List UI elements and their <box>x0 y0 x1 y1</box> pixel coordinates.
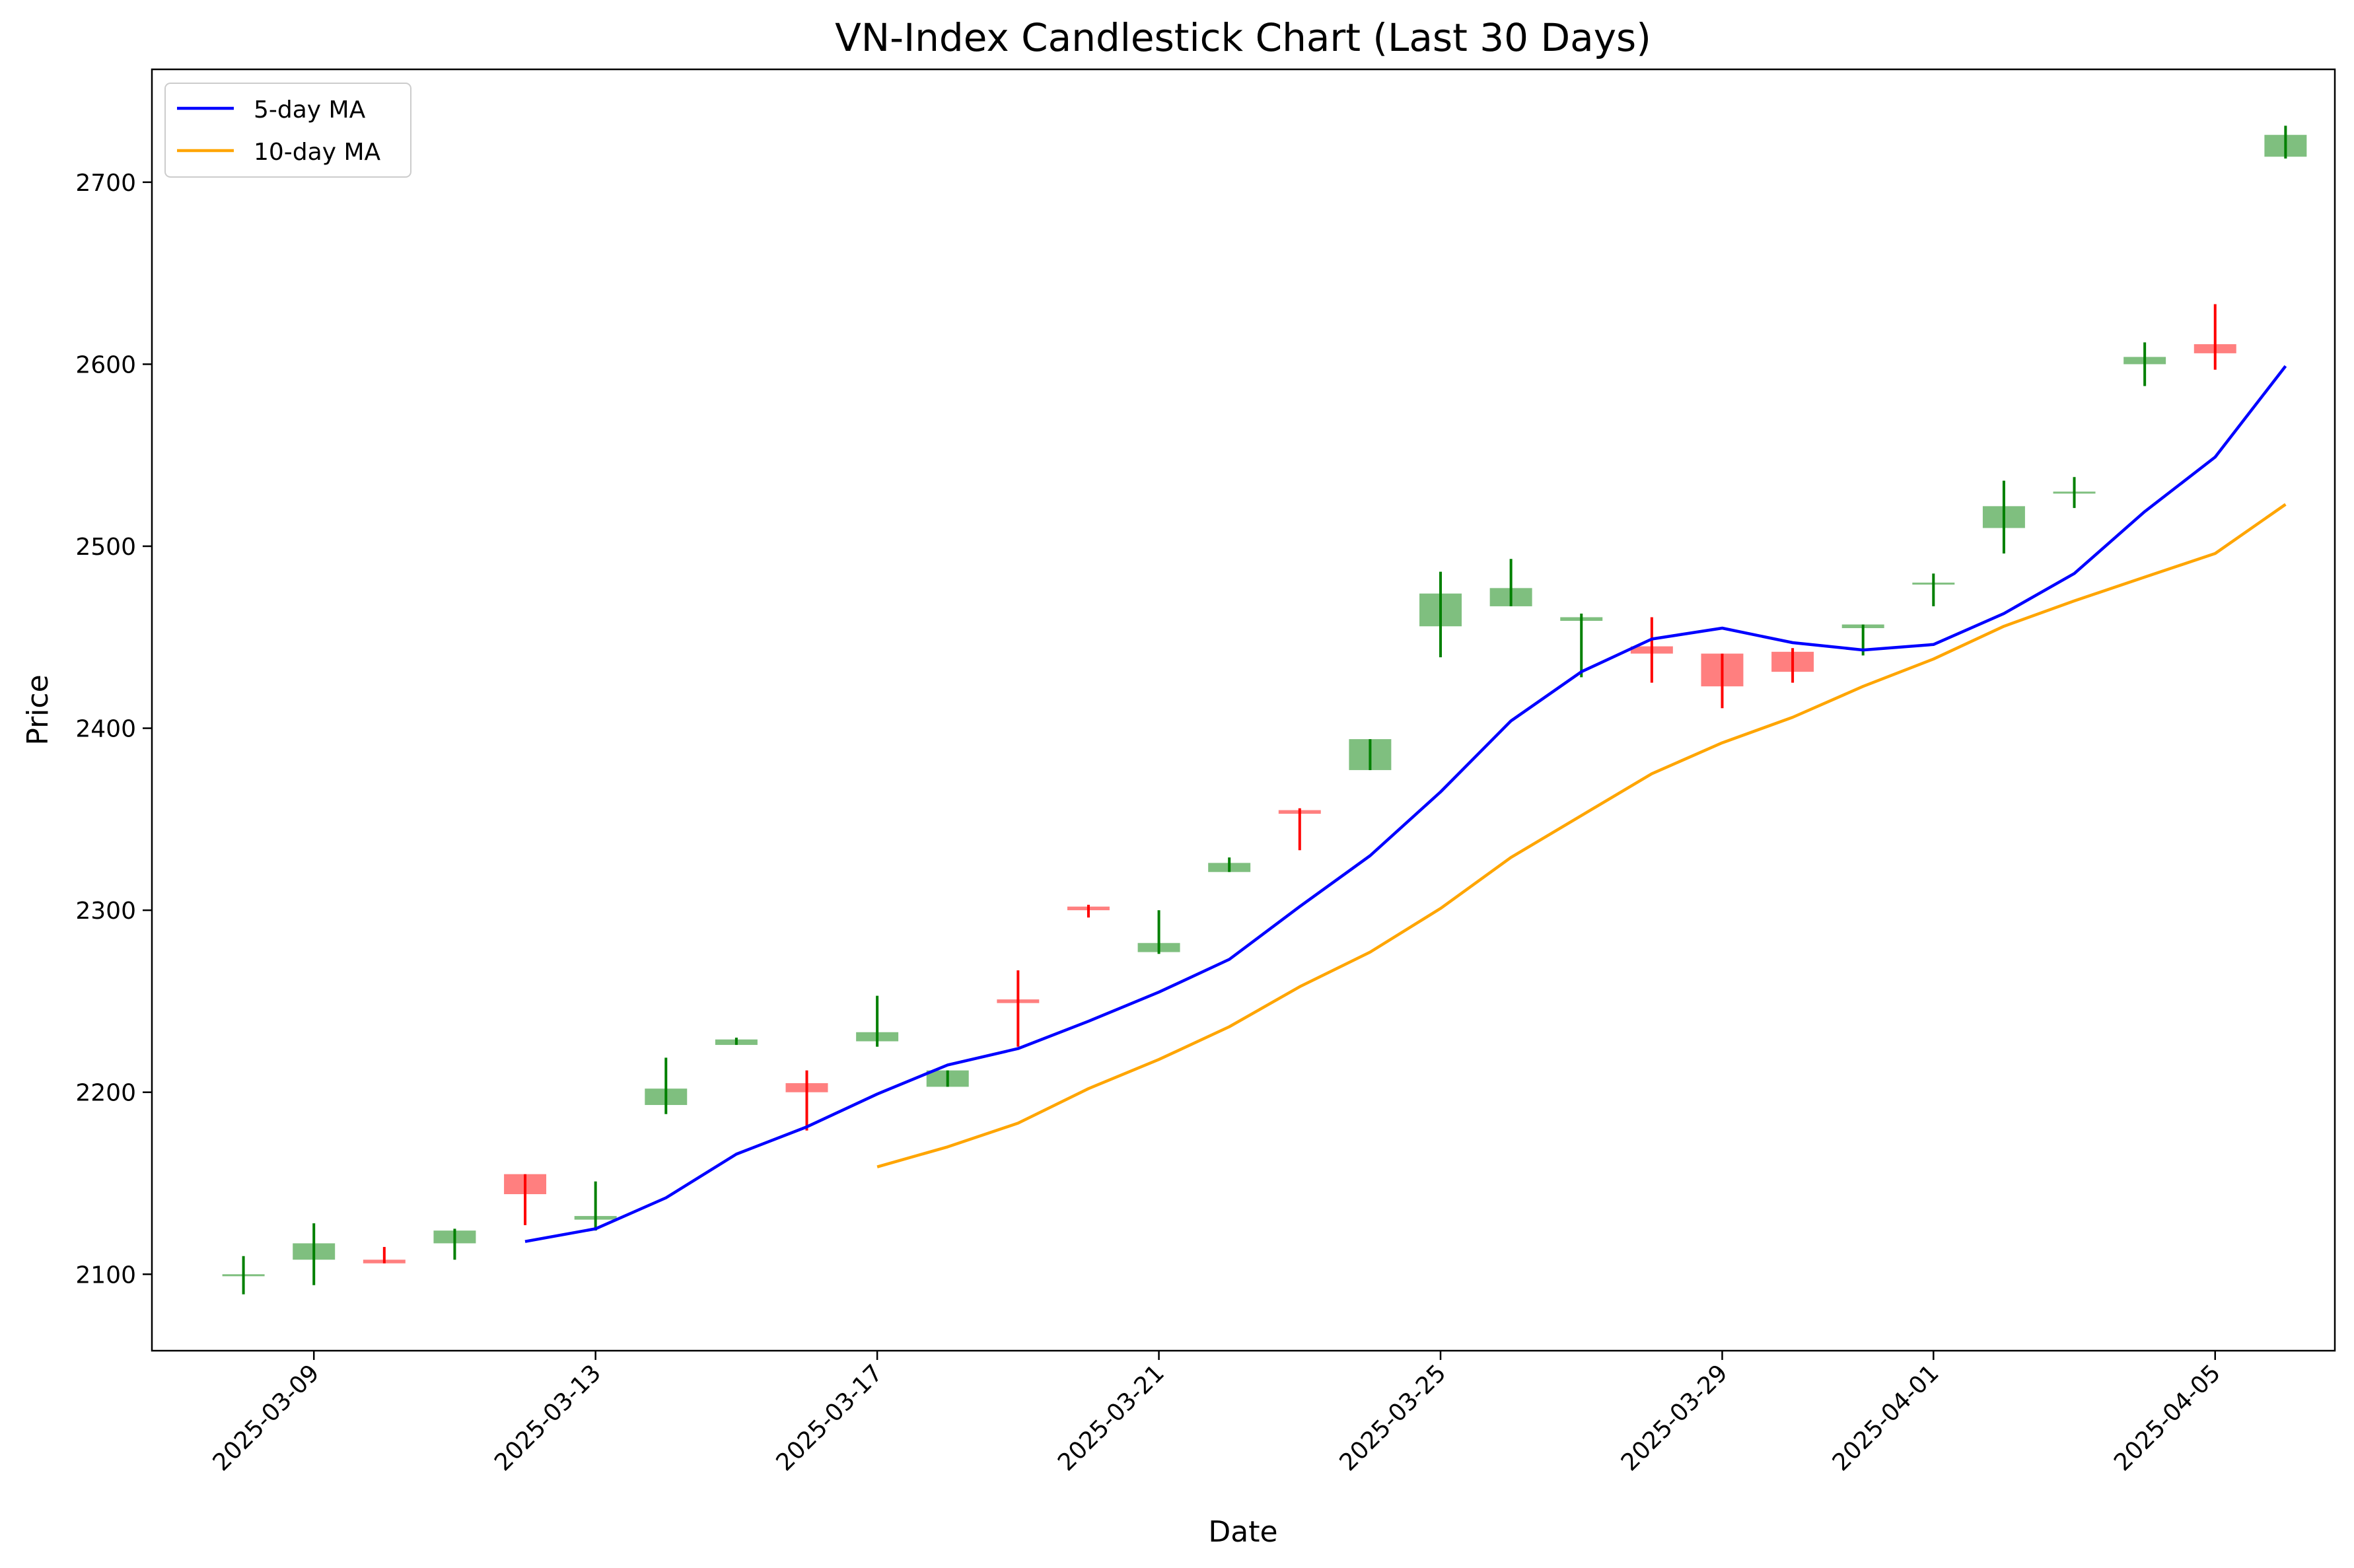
candle <box>574 1181 617 1231</box>
legend-box <box>164 83 411 178</box>
y-tick-label: 2400 <box>75 716 136 743</box>
candle <box>1278 808 1321 851</box>
legend: 5-day MA 10-day MA <box>164 83 411 178</box>
candle-body <box>574 1216 617 1220</box>
candle <box>1982 480 2025 554</box>
candle-body <box>1419 593 1462 627</box>
series-line-5-day-ma <box>524 365 2287 1243</box>
candle-body <box>1912 583 1955 585</box>
candle-body <box>785 1083 828 1092</box>
candle <box>856 995 899 1047</box>
candle-body <box>715 1039 758 1046</box>
candle <box>433 1229 476 1260</box>
candle-body <box>645 1088 688 1105</box>
candle <box>2194 304 2236 370</box>
candle-body <box>1208 863 1251 873</box>
candle <box>1771 648 1814 683</box>
y-tick-label: 2200 <box>75 1080 136 1107</box>
candle-body <box>293 1243 336 1260</box>
candle-body <box>2123 357 2166 365</box>
candle <box>1630 617 1673 683</box>
candles-layer <box>222 125 2307 1295</box>
candle-body <box>1067 906 1110 911</box>
candle <box>1067 904 1110 918</box>
candle-body <box>2264 135 2307 157</box>
candle <box>1560 613 1603 678</box>
moving-average-lines <box>524 365 2287 1243</box>
candle-body <box>1771 651 1814 672</box>
candle <box>2123 342 2166 386</box>
candle <box>926 1070 969 1087</box>
plot-background <box>152 69 2335 1351</box>
y-tick-label: 2300 <box>75 898 136 925</box>
candle <box>363 1246 406 1264</box>
y-tick-label: 2100 <box>75 1262 136 1289</box>
candle-body <box>926 1070 969 1087</box>
candle <box>1701 653 1744 709</box>
candle-body <box>2194 344 2236 353</box>
candle <box>645 1057 688 1114</box>
candle <box>1137 910 1180 954</box>
plot-frame <box>151 68 2336 1352</box>
candle-body <box>1349 739 1392 770</box>
plot-area <box>151 68 2336 1352</box>
candle <box>222 1256 265 1295</box>
candle <box>1208 857 1251 873</box>
candle-body <box>1489 588 1532 606</box>
candle <box>785 1070 828 1131</box>
candle <box>1489 559 1532 606</box>
candle-body <box>504 1174 547 1195</box>
candle-body <box>363 1260 406 1264</box>
candle-body <box>997 999 1040 1003</box>
y-axis: 2100 2200 2300 2400 2500 2600 2700 <box>75 170 152 1289</box>
y-tick-label: 2600 <box>75 351 136 378</box>
y-axis-label: Price <box>21 674 55 745</box>
candle <box>1419 571 1462 658</box>
candle <box>504 1174 547 1225</box>
candle-body <box>2053 491 2096 494</box>
candle-body <box>1560 617 1603 621</box>
candle <box>2264 125 2307 159</box>
candle <box>1349 739 1392 770</box>
y-tick-label: 2500 <box>75 534 136 561</box>
candle-body <box>1630 646 1673 654</box>
candle-body <box>1841 624 1884 628</box>
candle-body <box>856 1032 899 1042</box>
legend-label-5-day-ma: 5-day MA <box>254 96 366 124</box>
series-line-10-day-ma <box>876 503 2287 1168</box>
candle-body <box>222 1274 265 1277</box>
candle <box>715 1038 758 1046</box>
candle <box>2053 477 2096 509</box>
candle-body <box>1137 943 1180 952</box>
candle-body <box>433 1230 476 1244</box>
y-tick-label: 2700 <box>75 170 136 197</box>
x-axis-label: Date <box>1208 1515 1277 1549</box>
legend-label-10-day-ma: 10-day MA <box>254 139 381 166</box>
candle <box>293 1223 336 1285</box>
candle-body <box>1278 810 1321 814</box>
candle <box>997 970 1040 1047</box>
candle-body <box>1982 506 2025 528</box>
candle-body <box>1701 653 1744 687</box>
candle <box>1912 573 1955 606</box>
chart-title: VN-Index Candlestick Chart (Last 30 Days… <box>835 15 1651 60</box>
